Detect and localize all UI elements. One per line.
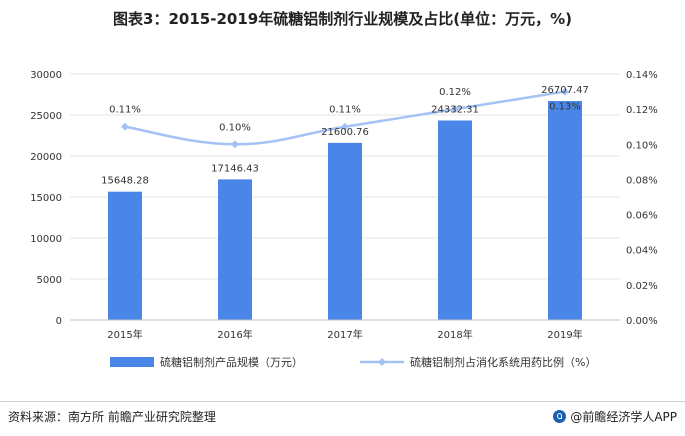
bar-data-label: 26707.47 — [541, 85, 589, 96]
bar — [328, 142, 362, 320]
bar — [218, 179, 252, 320]
y-left-tick-label: 10000 — [30, 234, 62, 245]
line-data-label: 0.11% — [109, 105, 141, 116]
source-text: 资料来源：南方所 前瞻产业研究院整理 — [8, 410, 216, 424]
x-tick-label: 2015年 — [107, 328, 142, 341]
y-left-tick-label: 5000 — [37, 275, 62, 286]
bar-series — [108, 100, 582, 320]
line-point — [341, 122, 349, 131]
x-tick-label: 2016年 — [217, 328, 252, 341]
line-data-label: 0.12% — [439, 87, 471, 98]
legend-bar-swatch — [110, 357, 154, 367]
line-point — [121, 122, 129, 131]
y-left-tick-label: 30000 — [30, 70, 62, 81]
y-right-tick-label: 0.10% — [626, 140, 658, 151]
bar-data-labels: 15648.28 17146.43 21600.76 24332.31 26707.47 — [101, 85, 589, 187]
bar-data-label: 17146.43 — [211, 163, 259, 174]
line-data-label: 0.13% — [549, 102, 581, 113]
x-tick-label: 2017年 — [327, 328, 362, 341]
legend-line-label: 硫糖铝制剂占消化系统用药比例（%） — [410, 355, 596, 369]
footer-divider — [0, 401, 685, 402]
chart-title: 图表3：2015-2019年硫糖铝制剂行业规模及占比(单位：万元，%) — [113, 10, 572, 28]
legend: 硫糖铝制剂产品规模（万元） 硫糖铝制剂占消化系统用药比例（%） — [110, 355, 596, 369]
bar — [548, 100, 582, 320]
line-point — [451, 105, 459, 114]
y-right-tick-label: 0.14% — [626, 70, 658, 81]
y-left-tick-label: 0 — [56, 316, 62, 327]
bar-data-label: 21600.76 — [321, 127, 369, 138]
y-right-tick-label: 0.00% — [626, 316, 658, 327]
x-tick-label: 2019年 — [547, 328, 582, 341]
y-right-tick-label: 0.12% — [626, 105, 658, 116]
chart-svg: 15648.28 17146.43 21600.76 24332.31 26707.47… — [30, 70, 658, 369]
y-axis-left: 0 5000 10000 15000 20000 25000 30000 — [30, 70, 62, 327]
y-right-tick-label: 0.04% — [626, 246, 658, 257]
legend-bar-label: 硫糖铝制剂产品规模（万元） — [160, 355, 303, 369]
bar — [438, 120, 472, 320]
bar-data-label: 15648.28 — [101, 176, 149, 187]
y-right-tick-label: 0.02% — [626, 281, 658, 292]
y-right-tick-label: 0.06% — [626, 211, 658, 222]
line-point — [231, 140, 239, 149]
bar — [108, 191, 142, 320]
line-data-labels: 0.11% 0.10% 0.11% 0.12% 0.13% — [109, 87, 581, 133]
y-left-tick-label: 20000 — [30, 152, 62, 163]
line-data-label: 0.10% — [219, 122, 251, 133]
x-axis: 2015年 2016年 2017年 2018年 2019年 — [70, 319, 620, 341]
footer: 资料来源：南方所 前瞻产业研究院整理 @前瞻经济学人APP — [0, 401, 685, 436]
bar-data-label: 24332.31 — [431, 104, 479, 115]
legend-line-marker — [378, 358, 386, 366]
x-tick-label: 2018年 — [437, 328, 472, 341]
line-data-label: 0.11% — [329, 105, 361, 116]
brand: @前瞻经济学人APP — [553, 408, 677, 425]
y-right-tick-label: 0.08% — [626, 175, 658, 186]
brand-text: @前瞻经济学人APP — [570, 410, 677, 424]
y-axis-right: 0.00% 0.02% 0.04% 0.06% 0.08% 0.10% 0.12% 0.14% — [626, 70, 658, 327]
line-series — [121, 87, 569, 149]
y-left-tick-label: 25000 — [30, 111, 62, 122]
y-left-tick-label: 15000 — [30, 193, 62, 204]
brand-logo-icon — [553, 410, 567, 423]
line-point — [561, 87, 569, 96]
